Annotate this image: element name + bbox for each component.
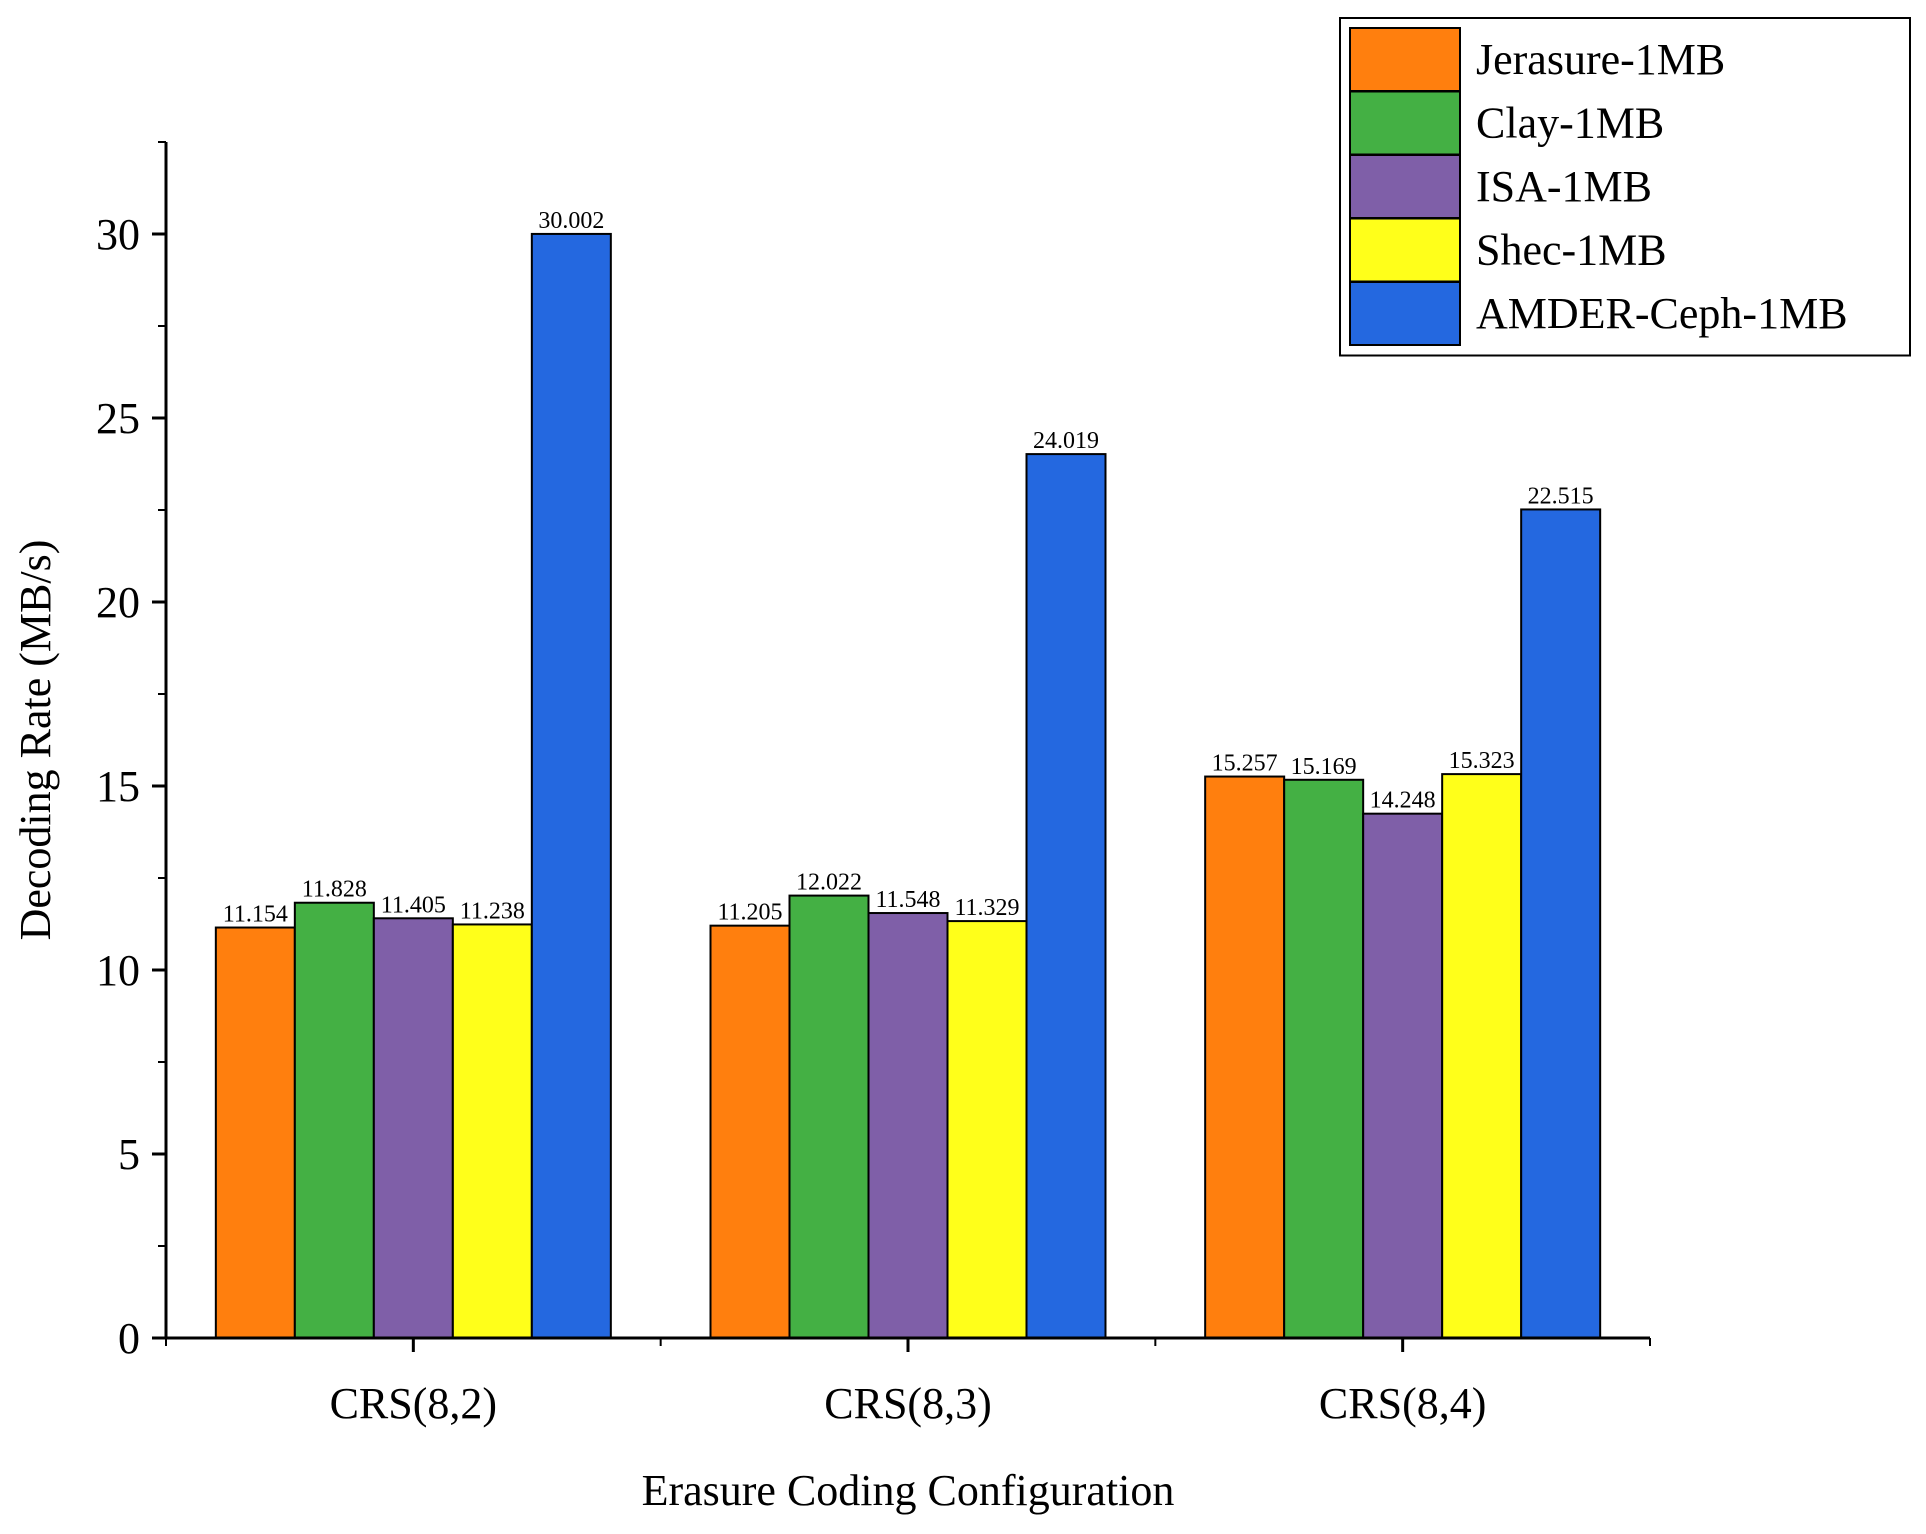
data-label: 11.828 xyxy=(302,877,367,903)
data-label: 24.019 xyxy=(1033,428,1099,454)
bar-jerasure-1mb-3 xyxy=(1204,775,1286,1339)
data-label: 15.323 xyxy=(1449,748,1515,774)
legend-label-amder-ceph-1mb: AMDER-Ceph-1MB xyxy=(1476,289,1848,338)
bar-isa-1mb-2 xyxy=(867,912,949,1340)
legend-label-jerasure-1mb: Jerasure-1MB xyxy=(1476,35,1725,84)
y-tick-label: 30 xyxy=(96,210,140,259)
data-label: 15.169 xyxy=(1291,754,1357,780)
data-label: 11.154 xyxy=(223,902,288,928)
data-labels-group: 11.154 11.828 11.405 11.238 30.002 11.205 12.0… xyxy=(223,208,1594,928)
data-label: 22.515 xyxy=(1528,483,1594,509)
bar-shec-1mb-2 xyxy=(946,920,1028,1339)
x-tick-label: CRS(8,3) xyxy=(824,1379,991,1428)
data-label: 11.205 xyxy=(717,900,782,926)
bar-clay-1mb-3 xyxy=(1283,778,1365,1339)
data-label: 11.329 xyxy=(954,895,1019,921)
bar-amder-ceph-1mb-1 xyxy=(530,232,612,1340)
data-label: 11.238 xyxy=(460,898,525,924)
legend: Jerasure-1MB Clay-1MB ISA-1MB Shec-1MB AMDER… xyxy=(1339,17,1911,357)
y-axis-title: Decoding Rate (MB/s) xyxy=(11,540,60,941)
bar-jerasure-1mb-2 xyxy=(709,924,791,1339)
data-label: 14.248 xyxy=(1370,788,1436,814)
data-label: 11.548 xyxy=(875,887,940,913)
data-label: 12.022 xyxy=(796,870,862,896)
y-tick-label: 0 xyxy=(118,1314,140,1363)
bar-amder-ceph-1mb-3 xyxy=(1520,508,1602,1339)
legend-label-shec-1mb: Shec-1MB xyxy=(1476,226,1667,275)
y-tick-label: 15 xyxy=(96,762,140,811)
legend-swatch-amder-ceph-1mb xyxy=(1349,281,1461,346)
legend-swatch-clay-1mb xyxy=(1349,90,1461,156)
x-axis-title: Erasure Coding Configuration xyxy=(642,1466,1175,1515)
bar-amder-ceph-1mb-2 xyxy=(1025,453,1107,1339)
data-label: 15.257 xyxy=(1212,751,1278,777)
data-label: 11.405 xyxy=(381,892,446,918)
y-tick-label: 5 xyxy=(118,1130,140,1179)
x-tick-label: CRS(8,4) xyxy=(1319,1379,1486,1428)
legend-swatch-isa-1mb xyxy=(1349,154,1461,219)
legend-swatch-shec-1mb xyxy=(1349,217,1461,283)
y-tick-label: 20 xyxy=(96,578,140,627)
y-tick-label: 25 xyxy=(96,394,140,443)
legend-swatch-jerasure-1mb xyxy=(1349,27,1461,92)
bar-clay-1mb-1 xyxy=(293,901,375,1339)
bar-shec-1mb-3 xyxy=(1441,773,1523,1339)
axes-group: 0 5 10 15 20 25 30 CRS(8,2) CRS(8,3) CRS(8,4) xyxy=(96,141,1651,1428)
legend-label-isa-1mb: ISA-1MB xyxy=(1476,162,1652,211)
bar-jerasure-1mb-1 xyxy=(214,926,296,1339)
bar-shec-1mb-1 xyxy=(451,923,533,1339)
legend-label-clay-1mb: Clay-1MB xyxy=(1476,99,1664,148)
bars-group xyxy=(214,232,1602,1340)
x-tick-label: CRS(8,2) xyxy=(330,1379,497,1428)
bar-isa-1mb-3 xyxy=(1362,812,1444,1339)
bar-clay-1mb-2 xyxy=(788,894,870,1339)
y-tick-label: 10 xyxy=(96,946,140,995)
bar-isa-1mb-1 xyxy=(372,917,454,1340)
data-label: 30.002 xyxy=(538,208,604,234)
